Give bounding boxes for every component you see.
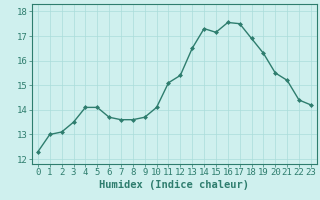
- X-axis label: Humidex (Indice chaleur): Humidex (Indice chaleur): [100, 180, 249, 190]
